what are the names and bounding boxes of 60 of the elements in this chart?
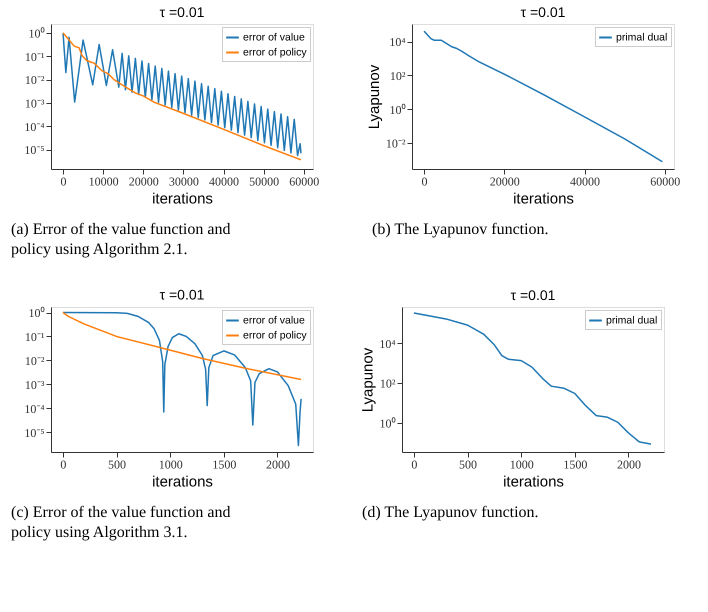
x-tick-label: 1000 bbox=[158, 458, 183, 472]
text: (b) The Lyapunov function. bbox=[372, 221, 549, 238]
x-tick-label: 30000 bbox=[168, 174, 199, 188]
chart-title: τ =0.01 bbox=[510, 287, 556, 303]
y-tick-label: 10⁻³ bbox=[24, 378, 45, 392]
x-tick-label: 0 bbox=[60, 458, 66, 472]
legend-label: primal dual bbox=[616, 32, 668, 44]
x-tick-label: 50000 bbox=[249, 174, 280, 188]
x-tick-label: 1000 bbox=[510, 458, 534, 472]
legend-label: error of policy bbox=[243, 46, 308, 58]
y-tick-label: 10² bbox=[390, 68, 406, 83]
x-tick-label: 60000 bbox=[289, 174, 320, 188]
y-tick-label: 10⁻² bbox=[24, 73, 45, 88]
y-tick-label: 10⁻⁴ bbox=[24, 402, 44, 416]
x-axis-title: iterations bbox=[152, 474, 213, 490]
text: (c) Error of the value function and policy using Algorithm 3.1. bbox=[11, 504, 230, 541]
y-tick-label: 10⁴ bbox=[379, 336, 396, 351]
y-tick-label: 10⁻⁵ bbox=[24, 143, 44, 158]
x-tick-label: 0 bbox=[411, 458, 418, 472]
x-tick-label: 0 bbox=[60, 174, 67, 188]
x-tick-label: 60000 bbox=[650, 174, 680, 188]
x-tick-label: 0 bbox=[422, 174, 428, 188]
y-tick-label: 10⁻² bbox=[24, 354, 45, 368]
y-tick-label: 10⁻⁴ bbox=[24, 120, 44, 134]
x-tick-label: 2000 bbox=[616, 458, 641, 472]
legend-label: primal dual bbox=[606, 314, 658, 326]
text: (d) The Lyapunov function. bbox=[362, 504, 539, 521]
x-axis-title: iterations bbox=[503, 474, 564, 490]
y-axis-title: Lyapunov bbox=[366, 64, 383, 130]
x-tick-label: 40000 bbox=[570, 174, 600, 188]
x-tick-label: 500 bbox=[459, 458, 478, 472]
y-axis-title: Lyapunov bbox=[359, 347, 376, 412]
y-tick-label: 10⁰ bbox=[28, 26, 44, 40]
y-tick-label: 10⁻² bbox=[386, 136, 406, 151]
y-tick-label: 10⁻³ bbox=[24, 96, 45, 110]
y-tick-label: 10⁰ bbox=[380, 416, 396, 430]
x-tick-label: 40000 bbox=[209, 174, 240, 188]
x-axis-title: iterations bbox=[513, 190, 574, 208]
x-tick-label: 1500 bbox=[563, 458, 588, 472]
chart-title: τ =0.01 bbox=[160, 4, 205, 20]
y-tick-label: 10⁻⁵ bbox=[24, 426, 44, 440]
x-tick-label: 500 bbox=[108, 458, 126, 472]
chart-title: τ =0.01 bbox=[160, 286, 205, 303]
x-axis-title: iterations bbox=[152, 190, 213, 208]
y-tick-label: 10⁻¹ bbox=[24, 330, 45, 344]
x-tick-label: 20000 bbox=[128, 174, 159, 188]
y-tick-label: 10⁴ bbox=[389, 35, 406, 50]
text: (a) Error of the value function and policy using Algorithm 2.1. bbox=[11, 221, 230, 258]
legend-label: error of policy bbox=[243, 330, 308, 342]
y-tick-label: 10⁰ bbox=[390, 102, 406, 117]
chart-title: τ =0.01 bbox=[520, 4, 566, 20]
x-tick-label: 1500 bbox=[212, 458, 236, 472]
x-tick-label: 2000 bbox=[266, 458, 290, 472]
legend-label: error of value bbox=[243, 314, 306, 326]
y-tick-label: 10² bbox=[380, 376, 396, 391]
legend-label: error of value bbox=[243, 32, 306, 44]
x-tick-label: 20000 bbox=[490, 174, 520, 188]
x-tick-label: 10000 bbox=[88, 174, 119, 188]
y-tick-label: 10⁰ bbox=[28, 306, 44, 320]
y-tick-label: 10⁻¹ bbox=[24, 50, 45, 64]
